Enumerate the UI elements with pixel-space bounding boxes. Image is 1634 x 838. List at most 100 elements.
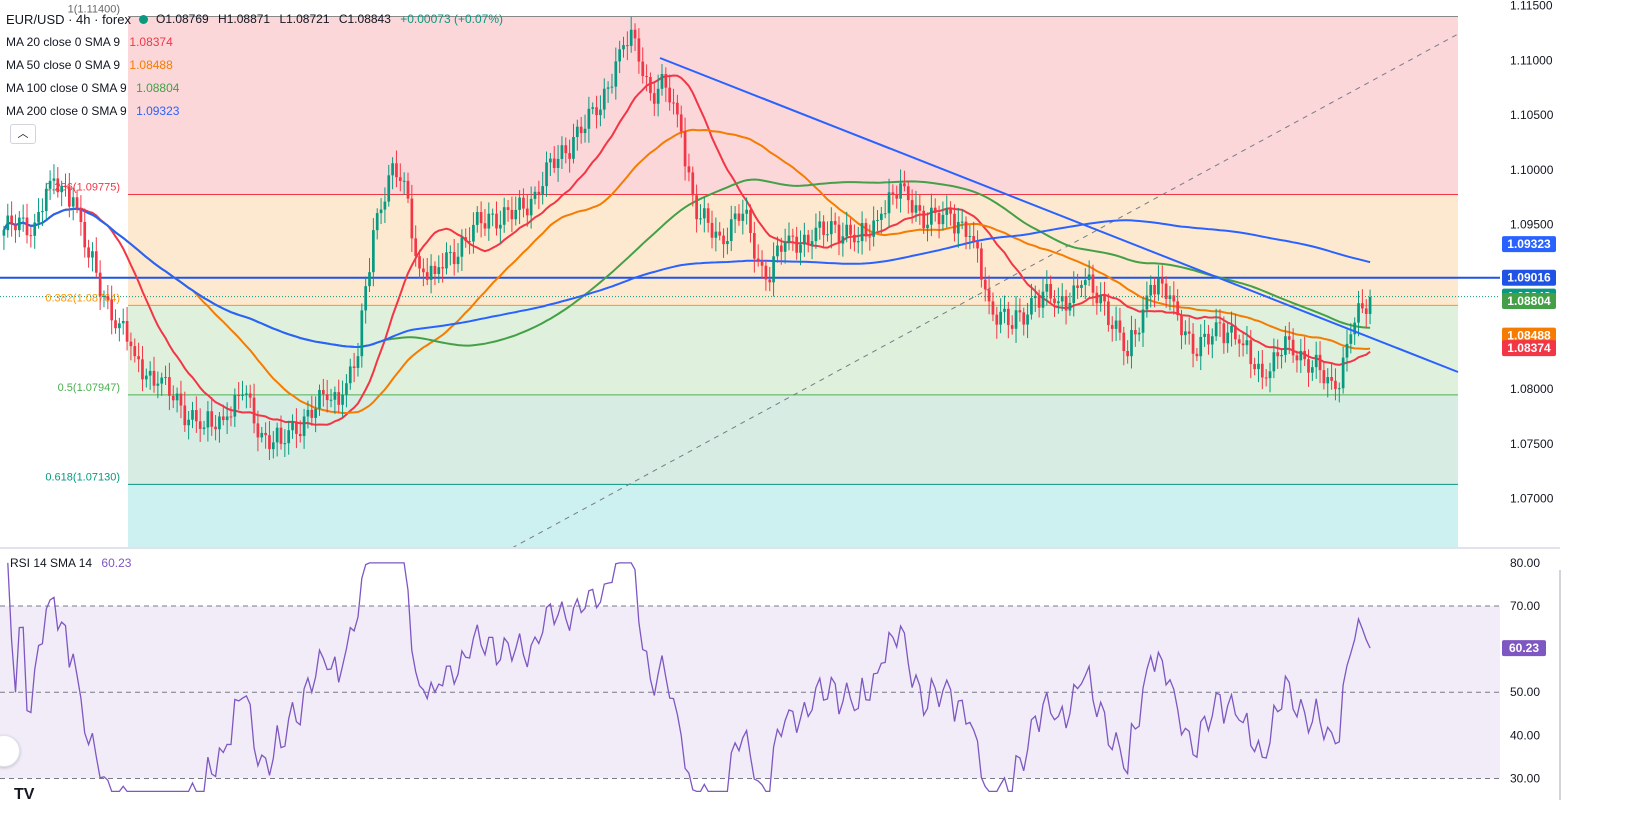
candle: [287, 420, 291, 455]
candle: [137, 342, 140, 373]
candle-body: [691, 172, 695, 196]
candle: [179, 380, 183, 419]
ma-label: MA 50 close 0 SMA 9: [6, 58, 121, 72]
ma-100-legend[interactable]: MA 100 close 0 SMA 9 1.08804: [6, 77, 503, 100]
candle: [1291, 328, 1295, 363]
candle: [221, 404, 225, 426]
candle-body: [1268, 371, 1272, 379]
candle-body: [737, 213, 741, 221]
candle-body: [595, 107, 598, 116]
candle: [1033, 285, 1037, 312]
candle-body: [1222, 323, 1226, 344]
candle-body: [514, 209, 518, 220]
candle: [33, 213, 37, 249]
candle: [395, 150, 398, 188]
candle: [1280, 348, 1283, 369]
candle: [1053, 290, 1056, 317]
candle-body: [102, 295, 106, 297]
candle: [1230, 311, 1233, 347]
candle: [64, 173, 67, 197]
candle-body: [1168, 295, 1172, 300]
candle: [448, 245, 452, 266]
candle: [1045, 270, 1049, 306]
candle-body: [883, 213, 887, 215]
candle: [241, 380, 244, 401]
candle: [14, 214, 17, 243]
candle: [1364, 299, 1368, 328]
symbol-title[interactable]: EUR/USD · 4h · forex: [6, 12, 131, 27]
candle-body: [441, 267, 444, 269]
candle-body: [302, 416, 306, 437]
candle: [864, 218, 868, 242]
ma-20-legend[interactable]: MA 20 close 0 SMA 9 1.08374: [6, 31, 503, 54]
candle-body: [641, 61, 645, 77]
candle-body: [606, 87, 610, 89]
candle-body: [672, 102, 675, 104]
candle-body: [1341, 357, 1345, 389]
candle-body: [933, 207, 937, 214]
candle: [329, 388, 333, 408]
chart-legend: EUR/USD · 4h · forex O1.08769 H1.08871 L…: [6, 8, 503, 123]
candle: [702, 197, 706, 233]
candle-body: [1060, 296, 1064, 302]
candle: [183, 391, 187, 432]
candle-body: [522, 197, 525, 209]
symbol-header: EUR/USD · 4h · forex O1.08769 H1.08871 L…: [6, 8, 503, 31]
candle-body: [964, 221, 968, 237]
candle: [556, 144, 560, 182]
candle-body: [10, 215, 13, 225]
price-tag-label: 1.08488: [1507, 329, 1551, 343]
candle-body: [1080, 284, 1083, 288]
candle-body: [210, 411, 214, 427]
candle: [1272, 338, 1276, 379]
candle-body: [537, 191, 541, 196]
candle-body: [568, 153, 571, 159]
candle-body: [1284, 336, 1287, 355]
candle: [214, 415, 217, 441]
candle-body: [1160, 278, 1164, 284]
candle: [1184, 320, 1187, 345]
candle-body: [587, 108, 591, 129]
candle-body: [1014, 310, 1018, 329]
candle: [106, 284, 110, 310]
candle-body: [279, 427, 283, 444]
candle: [1203, 319, 1206, 347]
candle: [849, 218, 852, 249]
collapse-legend-button[interactable]: ︿: [10, 124, 36, 144]
candle: [1018, 298, 1022, 322]
candle-body: [148, 370, 152, 376]
candle-body: [1322, 370, 1326, 384]
candle-body: [853, 234, 856, 243]
candle: [645, 64, 648, 92]
candle: [872, 206, 875, 247]
price-tick-label: 1.11500: [1510, 0, 1553, 12]
candle: [468, 227, 471, 255]
candle-body: [1207, 333, 1210, 345]
candle: [1003, 295, 1006, 324]
price-tag: 1.08804: [1502, 292, 1556, 309]
candle-body: [1353, 322, 1357, 335]
candle-body: [545, 162, 548, 187]
rsi-tick-label: 80.00: [1510, 556, 1540, 570]
candle-body: [456, 256, 460, 265]
candle-body: [1303, 350, 1307, 360]
candle: [541, 171, 545, 205]
ma-value: 1.08804: [136, 81, 180, 95]
ma-value: 1.08374: [129, 35, 173, 49]
candle: [1014, 296, 1018, 343]
price-tick-label: 1.07000: [1510, 492, 1554, 506]
ma-200-legend[interactable]: MA 200 close 0 SMA 9 1.09323: [6, 100, 503, 123]
price-tag-bg: [1502, 269, 1556, 286]
candle: [1099, 282, 1103, 312]
candle: [529, 186, 533, 229]
candle-body: [987, 289, 991, 302]
rsi-line: [7, 562, 1371, 793]
candle-body: [980, 248, 983, 280]
candle-body: [1187, 331, 1191, 334]
ma-50-legend[interactable]: MA 50 close 0 SMA 9 1.08488: [6, 54, 503, 77]
candle-body: [549, 158, 552, 163]
rsi-legend[interactable]: RSI 14 SMA 14 60.23: [10, 556, 131, 570]
candles: [2, 16, 1372, 461]
